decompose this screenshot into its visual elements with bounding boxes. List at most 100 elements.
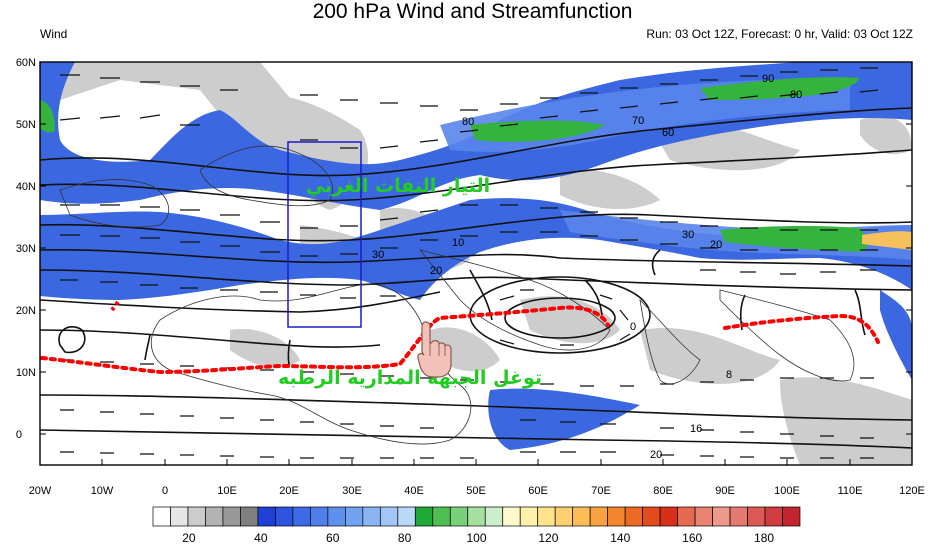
colorbar-swatch xyxy=(572,506,591,527)
colorbar-swatch xyxy=(275,506,294,527)
colorbar-swatch xyxy=(764,506,783,527)
lat-tick-label: 20N xyxy=(16,305,36,317)
contour-label: 30 xyxy=(372,249,384,261)
analysis-box xyxy=(287,141,362,328)
lat-tick-label: 50N xyxy=(16,119,36,131)
colorbar-swatch xyxy=(519,506,539,527)
colorbar-swatch xyxy=(502,506,521,527)
colorbar-tick-label: 40 xyxy=(254,531,268,545)
itcz-annotation: توغل الجبهة المداريه الرطبه xyxy=(278,367,542,389)
lon-tick-label: 10E xyxy=(217,485,237,497)
contour-label: 20 xyxy=(710,239,722,251)
colorbar-tick-label: 80 xyxy=(397,531,412,545)
colorbar-swatch xyxy=(257,506,276,527)
lon-axis: 20W 10W 0 10E 20E 30E 40E 50E 60E 70E 80… xyxy=(29,459,925,497)
colorbar-swatch xyxy=(170,506,189,527)
lat-axis: 60N 50N 40N 30N 20N 10N 0 xyxy=(16,57,912,441)
colorbar xyxy=(152,506,801,527)
contour-label: 8 xyxy=(726,369,732,381)
variable-label: Wind xyxy=(40,27,68,41)
lon-tick-label: 110E xyxy=(838,485,863,497)
colorbar-swatch xyxy=(414,506,434,527)
colorbar-tick-label: 100 xyxy=(466,531,487,545)
contour-label: 80 xyxy=(790,89,802,101)
colorbar-swatch xyxy=(747,506,766,527)
contour-label: 10 xyxy=(452,237,464,249)
contour-label: 16 xyxy=(690,423,702,435)
colorbar-tick-label: 160 xyxy=(682,531,703,545)
colorbar-swatch xyxy=(607,506,626,527)
lon-tick-label: 100E xyxy=(774,485,800,497)
lat-tick-label: 10N xyxy=(16,367,36,379)
contour-label: 80 xyxy=(462,116,474,128)
contour-label: 0 xyxy=(630,321,636,333)
lat-tick-label: 60N xyxy=(16,57,36,69)
lon-tick-label: 20W xyxy=(29,485,52,497)
lat-tick-label: 40N xyxy=(16,181,36,193)
lon-tick-label: 70E xyxy=(591,485,611,497)
lon-tick-label: 120E xyxy=(899,485,925,497)
coastlines xyxy=(59,145,855,445)
colorbar-swatch xyxy=(554,506,574,527)
front-fragment xyxy=(110,300,120,312)
lon-tick-label: 10W xyxy=(91,485,114,497)
colorbar-swatch xyxy=(362,506,381,527)
lon-tick-label: 50E xyxy=(466,485,486,497)
colorbar-swatch xyxy=(729,506,748,527)
contour-label: 20 xyxy=(650,449,662,461)
colorbar-swatch xyxy=(694,506,713,527)
itcz-front-line-east xyxy=(723,313,880,344)
colorbar-swatch xyxy=(537,506,556,527)
lon-tick-label: 40E xyxy=(404,485,424,497)
lon-tick-label: 30E xyxy=(342,485,362,497)
colorbar-swatch xyxy=(205,506,224,527)
page-title: 200 hPa Wind and Streamfunction xyxy=(312,0,633,23)
colorbar-swatch xyxy=(222,506,241,527)
colorbar-swatch xyxy=(345,506,364,527)
contour-value-labels: 90 80 80 70 60 30 20 30 20 10 0 16 20 8 xyxy=(372,73,802,461)
contour-label: 60 xyxy=(662,127,674,139)
colorbar-tick-label: 120 xyxy=(538,531,559,545)
colorbar-tick-label: 140 xyxy=(610,531,631,545)
colorbar-swatch xyxy=(379,506,399,527)
lon-tick-label: 90E xyxy=(715,485,735,497)
colorbar-swatch xyxy=(432,506,451,527)
contour-label: 30 xyxy=(682,229,694,241)
colorbar-tick-label: 20 xyxy=(182,531,196,545)
colorbar-swatch xyxy=(589,506,608,527)
colorbar-swatch xyxy=(187,506,206,527)
colorbar-swatch xyxy=(659,506,678,527)
lat-tick-label: 30N xyxy=(16,243,36,255)
wind-barbs xyxy=(59,67,879,459)
colorbar-swatch xyxy=(240,506,259,527)
colorbar-swatch xyxy=(467,506,486,527)
colorbar-tick-label: 180 xyxy=(754,531,775,545)
colorbar-swatch xyxy=(677,506,696,527)
colorbar-swatch xyxy=(484,506,504,527)
colorbar-swatch xyxy=(624,506,643,527)
contour-label: 20 xyxy=(430,265,442,277)
itcz-front-line xyxy=(40,305,610,375)
jet-peak-shading xyxy=(862,231,912,250)
colorbar-swatch xyxy=(642,506,661,527)
lon-tick-label: 0 xyxy=(162,485,168,497)
colorbar-swatch xyxy=(152,506,171,527)
contour-label: 70 xyxy=(632,115,644,127)
lat-tick-label: 0 xyxy=(16,429,22,441)
hand-pointer-icon xyxy=(417,321,452,378)
colorbar-swatch xyxy=(782,506,801,527)
jet-stream-annotation: التيار النفاث الغربي xyxy=(306,175,490,197)
lon-tick-label: 20E xyxy=(279,485,299,497)
contour-label: 90 xyxy=(762,73,774,85)
colorbar-swatch xyxy=(310,506,329,527)
colorbar-swatch xyxy=(327,506,346,527)
colorbar-tick-label: 60 xyxy=(326,531,340,545)
lon-tick-label: 80E xyxy=(653,485,673,497)
colorbar-swatch xyxy=(449,506,469,527)
lon-tick-label: 60E xyxy=(528,485,548,497)
colorbar-swatch xyxy=(397,506,416,527)
colorbar-swatch xyxy=(292,506,311,527)
colorbar-swatch xyxy=(712,506,731,527)
run-info: Run: 03 Oct 12Z, Forecast: 0 hr, Valid: … xyxy=(646,27,913,41)
